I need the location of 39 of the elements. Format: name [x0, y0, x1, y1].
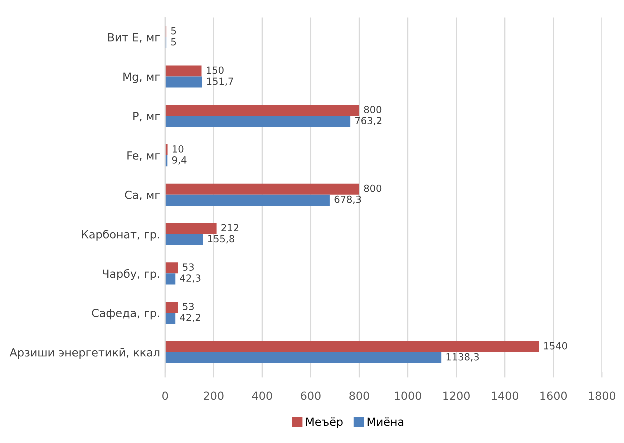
- y-tick-label: Ca, мг: [125, 190, 160, 200]
- data-label: 9,4: [172, 156, 187, 165]
- data-label: 42,3: [180, 274, 201, 283]
- data-label: 1540: [544, 342, 568, 350]
- data-label: 53: [183, 264, 194, 271]
- data-label: 10: [173, 145, 184, 153]
- y-tick-label: Вит Е, мг: [108, 34, 160, 43]
- y-tick-label: P, мг: [134, 112, 160, 122]
- data-label: 1138,3: [446, 353, 479, 362]
- data-label: 5: [171, 38, 176, 46]
- y-tick-label: Fe, мг: [128, 152, 160, 162]
- y-tick-label: Карбонат, гр.: [82, 230, 160, 241]
- y-tick-label: Сафеда, гр.: [92, 309, 160, 320]
- data-label: 800: [364, 184, 382, 192]
- data-label: 5: [171, 27, 176, 35]
- legend-label: Миёна: [368, 418, 404, 426]
- data-label: 763,2: [356, 117, 382, 126]
- data-label: 151,7: [207, 78, 234, 86]
- y-tick-label: Чарбу, гр.: [103, 269, 160, 280]
- y-tick-label: Mg, мг: [124, 72, 160, 84]
- data-label: 212: [222, 224, 239, 232]
- data-label: 42,2: [180, 314, 200, 322]
- legend-label: Меъёр: [306, 418, 343, 428]
- x-tick-label: 1400: [492, 392, 518, 400]
- data-label: 150: [206, 66, 224, 74]
- data-label: 155,8: [208, 235, 234, 244]
- x-tick-label: 1600: [540, 392, 568, 400]
- y-tick-label: Арзиши энергетикӣ, ккал: [10, 348, 160, 359]
- x-tick-label: 1000: [395, 392, 422, 400]
- x-tick-label: 400: [252, 392, 272, 400]
- x-tick-label: 1800: [589, 392, 616, 400]
- x-tick-label: 1200: [444, 392, 470, 400]
- data-label: 53: [183, 303, 194, 310]
- x-tick-label: 600: [301, 392, 321, 400]
- data-label: 678,3: [334, 196, 362, 204]
- x-tick-label: 200: [204, 392, 224, 400]
- x-tick-label: 800: [350, 392, 370, 400]
- x-tick-label: 0: [162, 392, 168, 400]
- data-label: 800: [364, 106, 382, 114]
